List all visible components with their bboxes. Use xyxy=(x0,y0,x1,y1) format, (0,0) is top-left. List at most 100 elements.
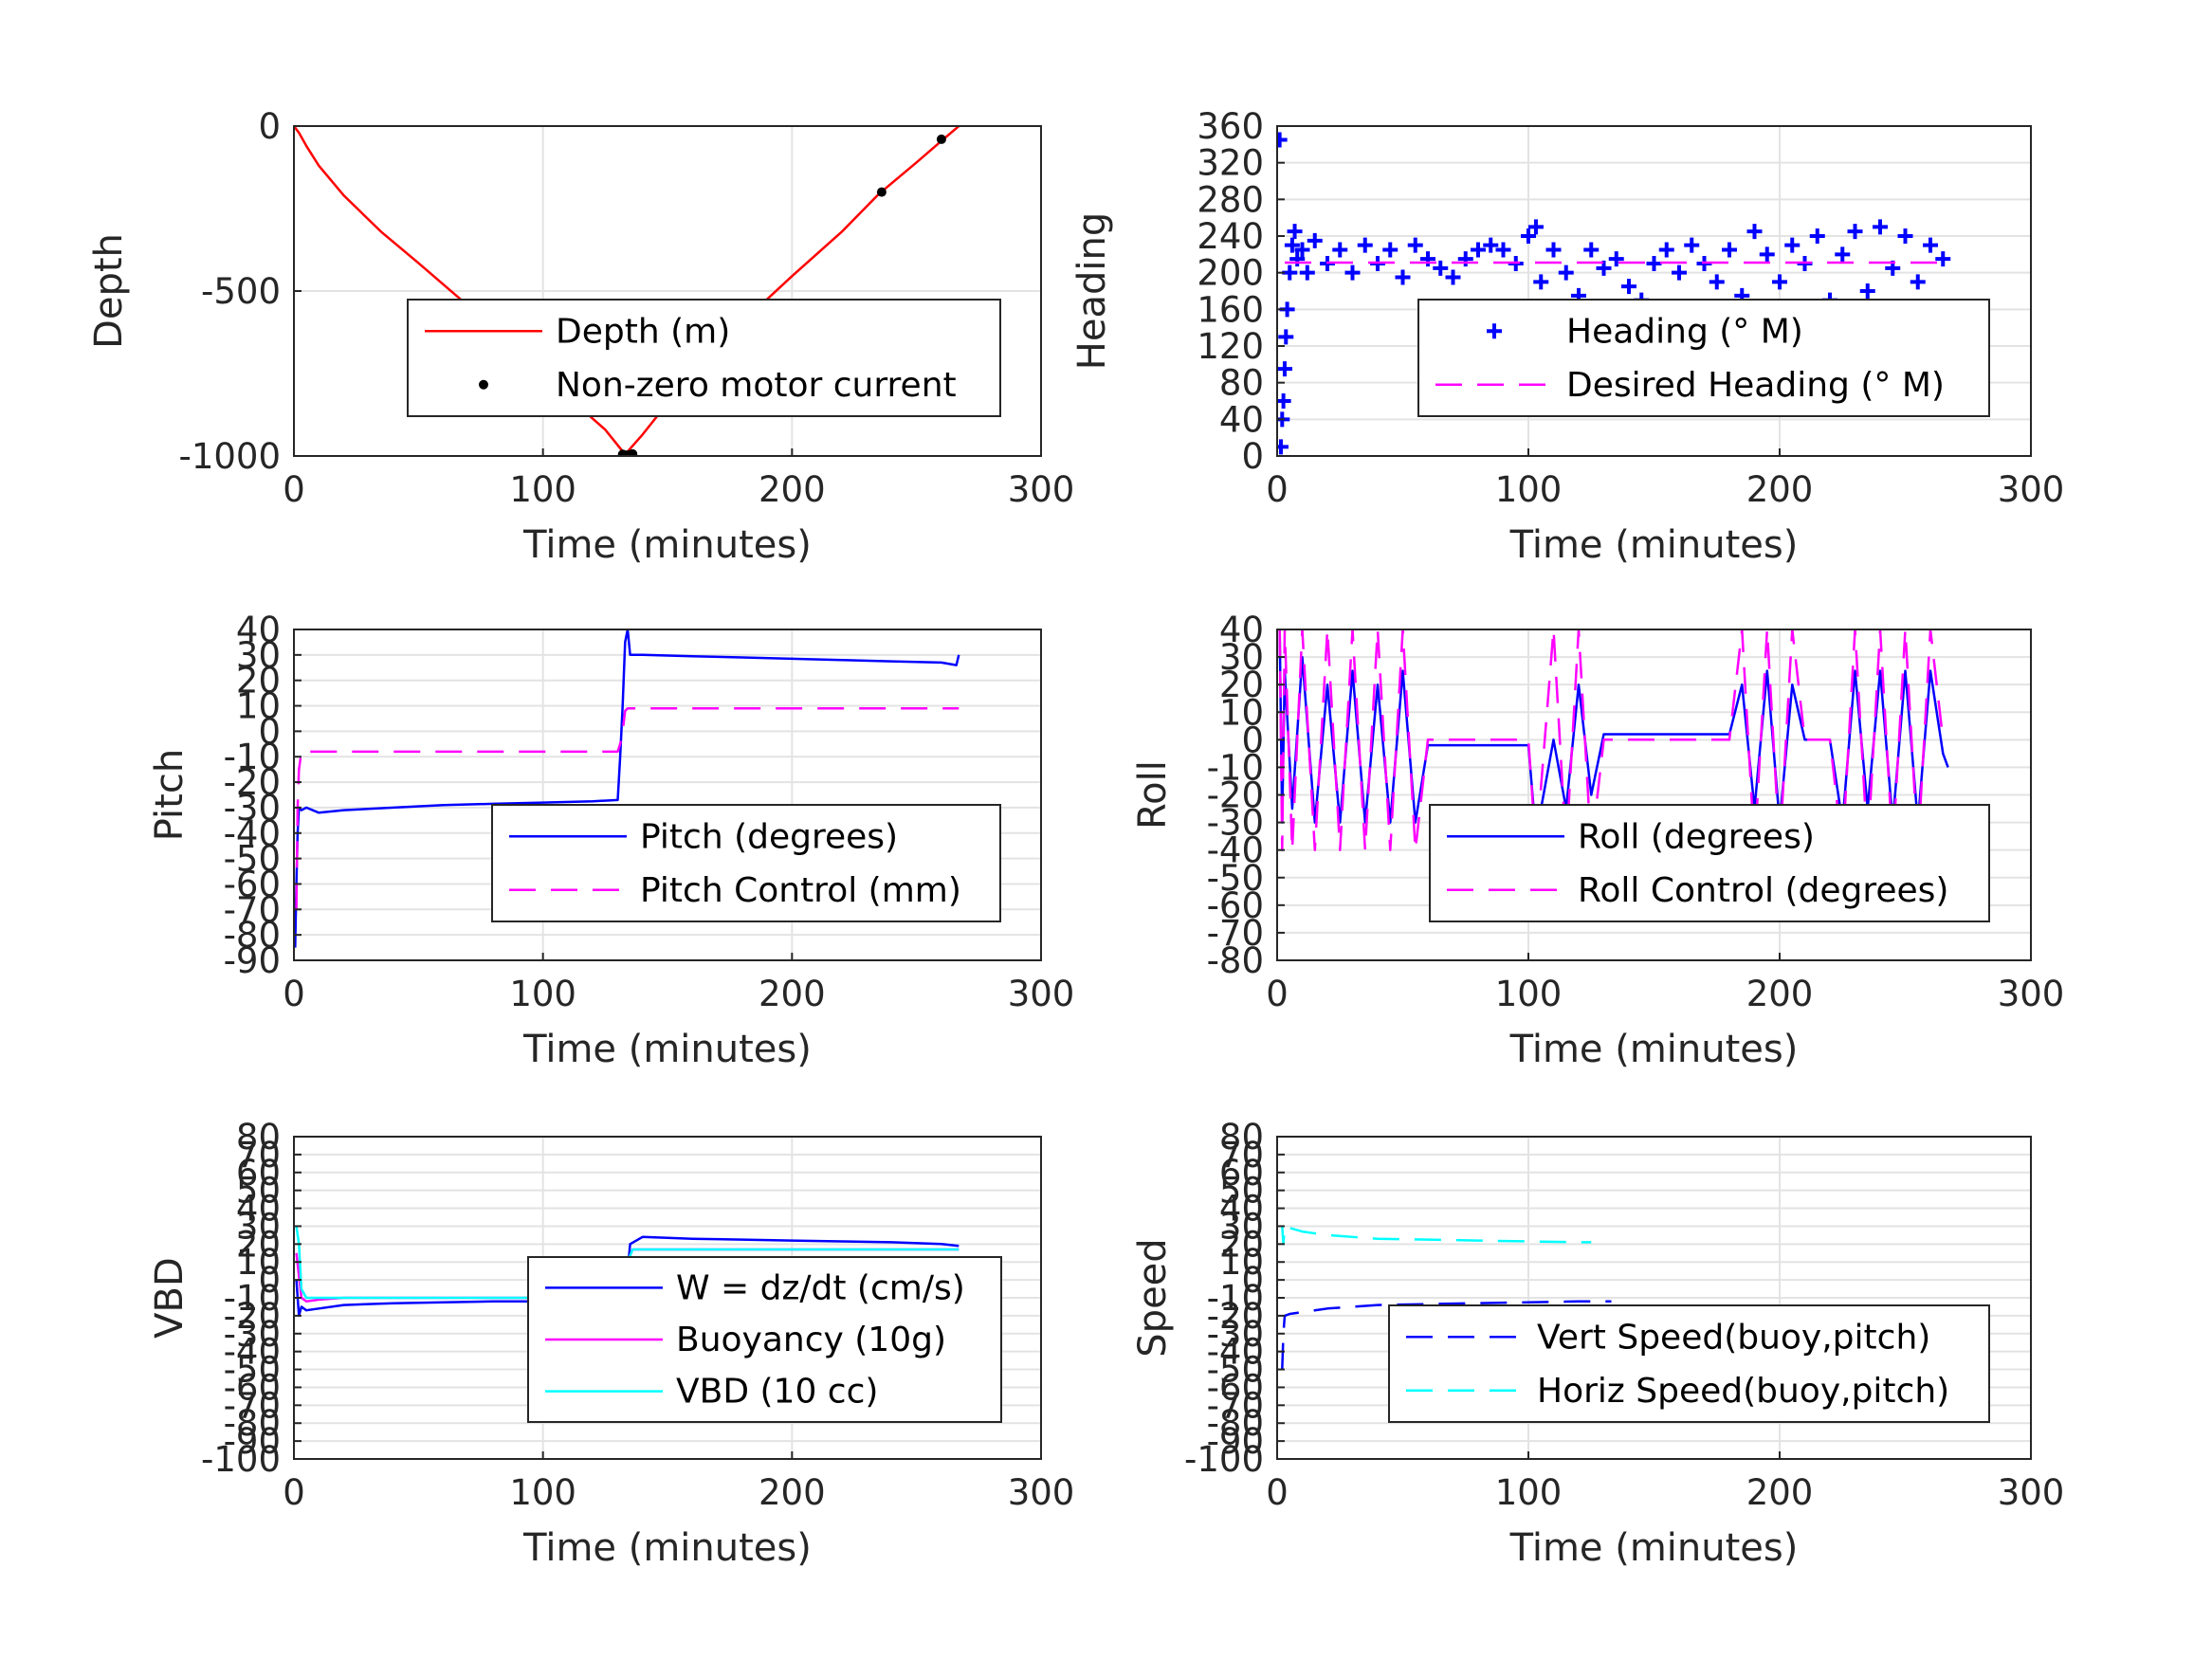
heading-xtick-label: 100 xyxy=(1495,469,1563,510)
depth-chart: 0 100 200 300 -1000 -500 0 Time (minutes) Depth D… xyxy=(87,106,1074,567)
vbd-ytick-label: -40 xyxy=(224,1332,281,1373)
vbd-xlabel: Time (minutes) xyxy=(522,1526,812,1570)
roll-ytick-label: -50 xyxy=(1207,858,1264,899)
heading-series-0-point xyxy=(1445,269,1461,285)
vbd-ytick-label: -80 xyxy=(224,1403,281,1444)
heading-ytick-label: 320 xyxy=(1197,143,1264,184)
pitch-ytick-label: 0 xyxy=(258,711,281,752)
heading-series-0-point xyxy=(1483,237,1499,253)
roll-xlabel: Time (minutes) xyxy=(1509,1028,1799,1071)
speed-ytick-label: 50 xyxy=(1219,1171,1264,1212)
vbd-ytick-label: -90 xyxy=(224,1421,281,1462)
heading-series-0-point xyxy=(1382,242,1398,258)
depth-series-1-point xyxy=(876,187,887,197)
speed-chart: 0 100 200 300-100-90-80-70-60-50-40-30-20-1… xyxy=(1131,1117,2064,1570)
heading-series-0-point xyxy=(1433,260,1449,276)
roll-ytick-label: -40 xyxy=(1207,830,1264,871)
depth-series-1-point xyxy=(628,448,638,456)
heading-series-0-point xyxy=(1859,283,1875,299)
roll-ytick-label: 10 xyxy=(1219,692,1264,733)
pitch-legend-label: Pitch (degrees) xyxy=(640,817,898,856)
vbd-ytick-label: 70 xyxy=(236,1135,281,1176)
heading-series-0-point xyxy=(1621,279,1636,295)
roll-ytick-label: 0 xyxy=(1241,720,1264,760)
speed-series-group xyxy=(1281,1225,1612,1370)
speed-xlabel: Time (minutes) xyxy=(1509,1526,1799,1570)
heading-series-0-point xyxy=(1299,264,1315,281)
speed-ytick-label: -90 xyxy=(1207,1421,1264,1462)
heading-series-0-point xyxy=(1277,439,1289,455)
speed-series-1-line xyxy=(1281,1225,1592,1246)
pitch-axes-frame xyxy=(293,629,1042,961)
heading-ytick-label: 240 xyxy=(1197,216,1264,257)
heading-ytick-label: 360 xyxy=(1197,106,1264,147)
speed-ytick-label: 0 xyxy=(1241,1260,1264,1301)
heading-series-0-point xyxy=(1527,219,1544,235)
depth-ytick-label: -1000 xyxy=(178,436,281,477)
roll-xtick-label: 0 xyxy=(1266,974,1289,1014)
heading-series-0-point xyxy=(1809,228,1825,244)
roll-legend-label: Roll (degrees) xyxy=(1578,817,1815,856)
heading-series-0-point xyxy=(1533,274,1549,290)
speed-legend-box xyxy=(1388,1304,1990,1423)
speed-ylabel: Speed xyxy=(1131,1238,1175,1357)
heading-chart: 0 100 200 30004080120160200240280320360Time… xyxy=(1070,106,2064,567)
heading-series-0-point xyxy=(1923,237,1938,253)
speed-ytick-label: 30 xyxy=(1219,1206,1264,1247)
speed-ytick-label: -50 xyxy=(1207,1350,1264,1391)
heading-xtick-label: 300 xyxy=(1998,469,2065,510)
speed-ytick-label: -30 xyxy=(1207,1314,1264,1355)
heading-legend-label: Heading (° M) xyxy=(1566,312,1803,351)
heading-series-0-point xyxy=(1835,246,1851,263)
speed-xtick-label: 200 xyxy=(1746,1472,1814,1513)
depth-ytick-label: 0 xyxy=(258,106,281,147)
heading-legend-box xyxy=(1417,299,1990,417)
pitch-legend-box xyxy=(491,804,1001,922)
heading-ytick-label: 0 xyxy=(1241,436,1264,477)
vbd-xtick-label: 200 xyxy=(759,1472,826,1513)
heading-series-0-point xyxy=(1772,274,1787,290)
heading-series-0-point xyxy=(1596,260,1612,276)
vbd-ytick-label: -50 xyxy=(224,1350,281,1391)
pitch-ytick-label: -20 xyxy=(224,762,281,803)
vbd-legend: W = dz/dt (cm/s) Buoyancy (10g) VBD (10 cc… xyxy=(527,1256,1002,1423)
speed-ytick-label: 80 xyxy=(1219,1117,1264,1158)
pitch-ytick-label: 10 xyxy=(236,686,281,727)
heading-series-0-point xyxy=(1344,264,1361,281)
heading-series-0-point xyxy=(1287,224,1303,240)
heading-series-0-point xyxy=(1284,237,1300,253)
vbd-ytick-label: 50 xyxy=(236,1171,281,1212)
depth-xtick-label: 200 xyxy=(759,469,826,510)
pitch-ytick-label: -80 xyxy=(224,915,281,956)
depth-ylabel: Depth xyxy=(87,233,131,349)
pitch-xtick-label: 300 xyxy=(1008,974,1075,1014)
vbd-ytick-label: 0 xyxy=(258,1260,281,1301)
heading-series-0-point xyxy=(1521,228,1536,244)
depth-xlabel: Time (minutes) xyxy=(522,523,812,567)
heading-xtick-label: 0 xyxy=(1266,469,1289,510)
heading-series-0-point xyxy=(1277,361,1292,377)
speed-ytick-label: -20 xyxy=(1207,1296,1264,1337)
vbd-legend-label: Buoyancy (10g) xyxy=(676,1321,946,1359)
speed-xtick-label: 100 xyxy=(1495,1472,1563,1513)
speed-ytick-label: 40 xyxy=(1219,1189,1264,1230)
speed-legend-label: Vert Speed(buoy,pitch) xyxy=(1537,1318,1930,1357)
heading-series-0-point xyxy=(1583,242,1600,258)
vbd-xtick-label: 0 xyxy=(283,1472,305,1513)
vbd-ytick-label: -70 xyxy=(224,1385,281,1426)
depth-legend-label: Depth (m) xyxy=(556,312,730,351)
roll-ytick-label: -30 xyxy=(1207,803,1264,844)
heading-ytick-label: 200 xyxy=(1197,253,1264,294)
vbd-xtick-label: 100 xyxy=(509,1472,576,1513)
pitch-ytick-label: -70 xyxy=(224,889,281,930)
heading-series-0-point xyxy=(1784,237,1801,253)
roll-ytick-label: -20 xyxy=(1207,775,1264,816)
vbd-legend-label: VBD (10 cc) xyxy=(676,1373,878,1412)
depth-xtick-label: 0 xyxy=(283,469,305,510)
pitch-ytick-label: 20 xyxy=(236,661,281,702)
vbd-legend-label: W = dz/dt (cm/s) xyxy=(676,1268,965,1307)
pitch-ytick-label: -90 xyxy=(224,940,281,981)
vbd-ytick-label: 20 xyxy=(236,1224,281,1265)
pitch-ytick-label: -10 xyxy=(224,737,281,777)
heading-series-0-point xyxy=(1658,242,1674,258)
